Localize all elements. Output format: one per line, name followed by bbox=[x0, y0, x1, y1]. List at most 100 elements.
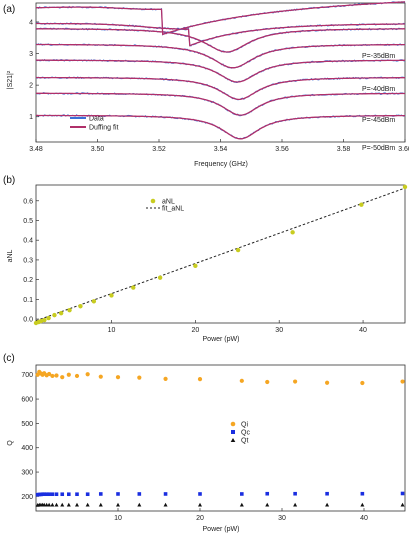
panel-c-qt-point bbox=[163, 502, 168, 507]
panel-c-qt-point bbox=[400, 502, 405, 507]
panel-a-ylabel: |S21|² bbox=[7, 70, 14, 89]
panel-a-ytick-label: 2 bbox=[29, 83, 33, 90]
panel-c-ylabel: Q bbox=[7, 440, 14, 446]
panel-c-qt-point bbox=[116, 502, 120, 507]
panel-c-qt-point bbox=[54, 502, 59, 507]
panel-b-legend: aNL fit_aNL bbox=[146, 199, 184, 213]
legend-anl-label: aNL bbox=[162, 199, 175, 206]
panel-b-anl-point bbox=[42, 317, 47, 323]
panel-b-anl-point bbox=[91, 299, 97, 304]
panel-a-fit-trace bbox=[36, 28, 405, 53]
panel-c-ytick-label: 300 bbox=[21, 470, 33, 477]
panel-c-qt-point bbox=[50, 502, 55, 507]
panel-c-qi-point bbox=[360, 380, 365, 386]
panel-c-frame bbox=[35, 364, 406, 512]
panel-a-xtick-label: 3.60 bbox=[398, 146, 409, 153]
legend-fit-anl-label: fit_aNL bbox=[162, 206, 184, 213]
panel-c-qt-point bbox=[47, 502, 52, 507]
panel-b-anl-point bbox=[52, 312, 57, 318]
panel-c-qc-point bbox=[50, 492, 55, 497]
panel-b-anl-point bbox=[109, 293, 114, 298]
panel-c-qc-point bbox=[98, 492, 103, 496]
panel-a-xtick-label: 3.56 bbox=[275, 146, 289, 153]
panel-c-xtick-label: 10 bbox=[114, 515, 122, 522]
panel-a-fit-trace bbox=[36, 76, 405, 101]
panel-b-anl-point bbox=[46, 315, 51, 321]
panel-c-legend: Qi Qc Qt bbox=[230, 421, 250, 445]
panel-b-anl-point bbox=[235, 247, 241, 253]
panel-a-ytick-label: 1 bbox=[29, 114, 33, 121]
panel-b-anl-point bbox=[78, 304, 83, 309]
panel-c-qc-point bbox=[85, 492, 90, 497]
panel-b-anl-point bbox=[193, 263, 198, 269]
legend-anl-marker bbox=[150, 198, 156, 204]
panel-a-fit-trace bbox=[36, 22, 405, 47]
panel-c-qi-point bbox=[85, 372, 90, 377]
panel-a-xtick-label: 3.52 bbox=[152, 146, 166, 153]
legend-qi-label: Qi bbox=[241, 422, 248, 429]
legend-qt-label: Qt bbox=[241, 438, 248, 445]
panel-b-anl-point bbox=[157, 275, 163, 280]
panel-b-ytick-label: 0.0 bbox=[23, 317, 33, 324]
panel-c-qi-point bbox=[197, 377, 203, 382]
panel-a-xtick-label: 3.50 bbox=[91, 146, 105, 153]
legend-qc-marker bbox=[231, 430, 235, 434]
panel-c-label: (c) bbox=[3, 353, 15, 364]
panel-b-anl-point bbox=[359, 202, 364, 207]
panel-b-anl-point bbox=[402, 184, 408, 190]
panel-c-qt-point bbox=[265, 502, 270, 507]
panel-b-frame bbox=[35, 184, 406, 324]
panel-c-qi-point bbox=[137, 375, 142, 380]
panel-c-xtick-label: 40 bbox=[360, 515, 368, 522]
panel-c-qc-point bbox=[75, 492, 79, 497]
panel-c-qt-point bbox=[60, 502, 65, 507]
panel-c-qt-point bbox=[325, 502, 330, 507]
panel-c-qc-point bbox=[293, 491, 297, 496]
annotation-p-50: P=-50dBm bbox=[362, 145, 395, 152]
panel-c-qc-point bbox=[163, 492, 168, 496]
panel-c-qt-point bbox=[198, 502, 202, 507]
panel-c-ytick-label: 500 bbox=[21, 421, 33, 428]
panel-c-qc-point bbox=[47, 492, 51, 497]
panel-b-ytick-label: 0.2 bbox=[23, 277, 33, 284]
panel-c-qc-point bbox=[54, 492, 59, 497]
panel-c-qi-point bbox=[66, 372, 71, 377]
panel-c-qc-point bbox=[265, 491, 270, 496]
panel-a-fit-trace bbox=[36, 92, 405, 116]
panel-a-ytick-label: 4 bbox=[29, 19, 33, 26]
panel-c-ytick-label: 200 bbox=[21, 494, 33, 501]
panel-b-xtick-label: 40 bbox=[359, 327, 367, 334]
panel-c-qi-point bbox=[163, 376, 168, 381]
panel-c-qc-point bbox=[60, 492, 65, 497]
panel-c-qc-point bbox=[67, 492, 71, 497]
legend-data-label: Data bbox=[89, 116, 104, 123]
panel-c-qt-point bbox=[360, 502, 365, 507]
panel-b-ytick-label: 0.4 bbox=[23, 238, 33, 245]
panel-b-xtick-label: 30 bbox=[275, 327, 283, 334]
panel-c-qt-point bbox=[293, 502, 298, 507]
panel-c-ytick-label: 700 bbox=[21, 372, 33, 379]
panel-c-xlabel: Power (pW) bbox=[203, 526, 240, 533]
panel-a-label: (a) bbox=[3, 4, 15, 15]
panel-a-legend: Data Duffing fit bbox=[70, 116, 118, 132]
panel-c-qc-point bbox=[44, 492, 49, 497]
panel-c-qi-point bbox=[325, 380, 330, 385]
plot-layer: 3.48 3.50 3.52 3.54 3.56 3.58 3.60 1 2 3 4 10 20 30 40… bbox=[21, 1, 409, 522]
panel-c-qc-point bbox=[116, 492, 120, 496]
panel-a-data-trace bbox=[35, 27, 406, 53]
panel-c-qt-point bbox=[66, 502, 71, 507]
legend-qi-marker bbox=[230, 421, 236, 427]
panel-a-data-trace bbox=[35, 92, 406, 117]
panel-c-qi-point bbox=[47, 371, 52, 377]
panel-a-fit-trace bbox=[36, 43, 405, 69]
panel-a-data-trace bbox=[35, 43, 406, 69]
panel-c-xtick-label: 30 bbox=[278, 515, 286, 522]
panel-b-xlabel: Power (pW) bbox=[203, 336, 240, 343]
panel-a-xtick-label: 3.58 bbox=[337, 146, 351, 153]
panel-b-anl-point bbox=[38, 318, 44, 324]
panel-b-anl-point bbox=[131, 285, 136, 290]
annotation-p-40: P=-40dBm bbox=[362, 86, 395, 93]
panel-c-qc-point bbox=[360, 491, 365, 496]
panel-c-qc-point bbox=[240, 492, 244, 496]
